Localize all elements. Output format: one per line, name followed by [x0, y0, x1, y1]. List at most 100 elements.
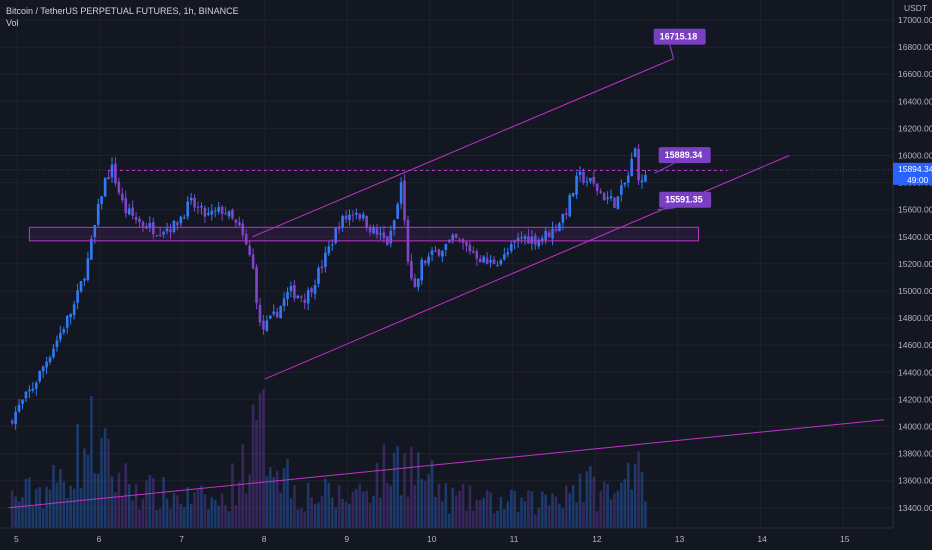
- candle-body: [358, 213, 362, 219]
- volume-bars: [10, 389, 647, 528]
- volume-bar: [45, 486, 48, 528]
- candle-body: [313, 285, 317, 294]
- candle-body: [306, 290, 310, 304]
- volume-bar: [441, 501, 444, 528]
- candle-body: [158, 234, 162, 236]
- candle-body: [530, 236, 534, 244]
- candle-body: [41, 366, 45, 372]
- price-axis-panel[interactable]: [893, 0, 932, 528]
- upper-channel-line[interactable]: [252, 58, 674, 238]
- price-tick-label: 14000.00: [898, 422, 932, 432]
- candle-body: [34, 382, 38, 389]
- candle-body: [258, 304, 262, 323]
- candle-body: [499, 260, 503, 265]
- price-callout[interactable]: 15889.34: [654, 147, 711, 174]
- candle-body: [62, 329, 66, 333]
- candle-body: [134, 217, 138, 220]
- volume-bar: [296, 509, 300, 528]
- time-axis-panel[interactable]: [0, 528, 893, 550]
- candle-body: [155, 235, 159, 237]
- candle-body: [124, 198, 128, 214]
- volume-bar: [265, 476, 269, 528]
- volume-bar: [506, 501, 510, 528]
- volume-bar: [203, 494, 207, 528]
- volume-bar: [640, 471, 644, 528]
- candle-body: [355, 212, 358, 215]
- candle-body: [28, 389, 31, 392]
- time-tick-label: 8: [262, 534, 267, 544]
- candle-body: [613, 197, 616, 208]
- candle-body: [571, 192, 575, 197]
- volume-indicator-label[interactable]: Vol: [6, 18, 19, 28]
- volume-bar: [410, 446, 413, 528]
- candle-body: [151, 221, 155, 235]
- volume-bar: [24, 478, 28, 528]
- candle-body: [420, 259, 424, 281]
- volume-bar: [575, 502, 578, 528]
- symbol-title[interactable]: Bitcoin / TetherUS PERPETUAL FUTURES, 1h…: [6, 6, 239, 16]
- candle-body: [365, 215, 368, 228]
- volume-bar: [251, 404, 255, 528]
- candle-body: [472, 251, 475, 253]
- candle-body: [182, 217, 186, 219]
- price-callout[interactable]: 15591.35: [657, 191, 712, 211]
- candle-body: [485, 258, 489, 265]
- volume-bar: [317, 502, 320, 528]
- candle-body: [609, 196, 613, 199]
- price-tick-label: 14800.00: [898, 313, 932, 323]
- candle-body: [434, 250, 437, 252]
- volume-bar: [478, 500, 482, 528]
- candle-body: [117, 181, 121, 193]
- candle-body: [207, 213, 210, 215]
- candle-body: [544, 230, 547, 240]
- support-zone-rect[interactable]: [28, 226, 699, 242]
- volume-bar: [306, 482, 310, 528]
- volume-bar: [114, 492, 117, 528]
- candle-body: [361, 214, 365, 219]
- volume-bar: [189, 504, 193, 528]
- candle-body: [509, 244, 513, 251]
- price-callout[interactable]: 16715.18: [653, 28, 706, 59]
- candle-body: [589, 177, 592, 182]
- volume-bar: [620, 482, 623, 528]
- price-tick-label: 16400.00: [898, 96, 932, 106]
- candle-body: [592, 176, 596, 184]
- candle-body: [31, 388, 35, 391]
- candle-body: [265, 320, 269, 331]
- candle-body: [38, 370, 42, 382]
- volume-bar: [616, 490, 620, 528]
- candle-body: [568, 194, 572, 217]
- callout-leader: [657, 207, 676, 211]
- volume-bar: [182, 507, 186, 528]
- volume-bar: [334, 507, 337, 528]
- time-tick-label: 5: [14, 534, 19, 544]
- candle-body: [90, 238, 93, 260]
- volume-trendline[interactable]: [8, 419, 885, 509]
- candle-body: [317, 268, 320, 284]
- candle-body: [454, 233, 458, 238]
- volume-bar: [609, 499, 613, 528]
- candle-body: [213, 210, 217, 212]
- candle-body: [458, 239, 461, 241]
- candle-body: [537, 239, 541, 247]
- volume-bar: [361, 491, 365, 528]
- volume-bar: [585, 471, 589, 528]
- volume-bar: [148, 475, 152, 528]
- volume-bar: [179, 504, 183, 528]
- volume-bar: [31, 506, 35, 528]
- candle-body: [441, 251, 444, 257]
- candle-body: [475, 251, 479, 259]
- candle-body: [375, 228, 379, 235]
- candle-body: [595, 183, 599, 192]
- volume-bar: [244, 493, 248, 528]
- volume-bar: [38, 487, 42, 528]
- volume-bar: [520, 497, 523, 528]
- grid: [0, 0, 893, 528]
- candle-body: [344, 215, 348, 219]
- candle-body: [299, 296, 303, 298]
- callouts[interactable]: 16715.18 15889.34 15591.35: [653, 28, 712, 211]
- candle-body: [482, 256, 485, 263]
- candle-body: [107, 176, 110, 180]
- volume-bar: [379, 497, 382, 528]
